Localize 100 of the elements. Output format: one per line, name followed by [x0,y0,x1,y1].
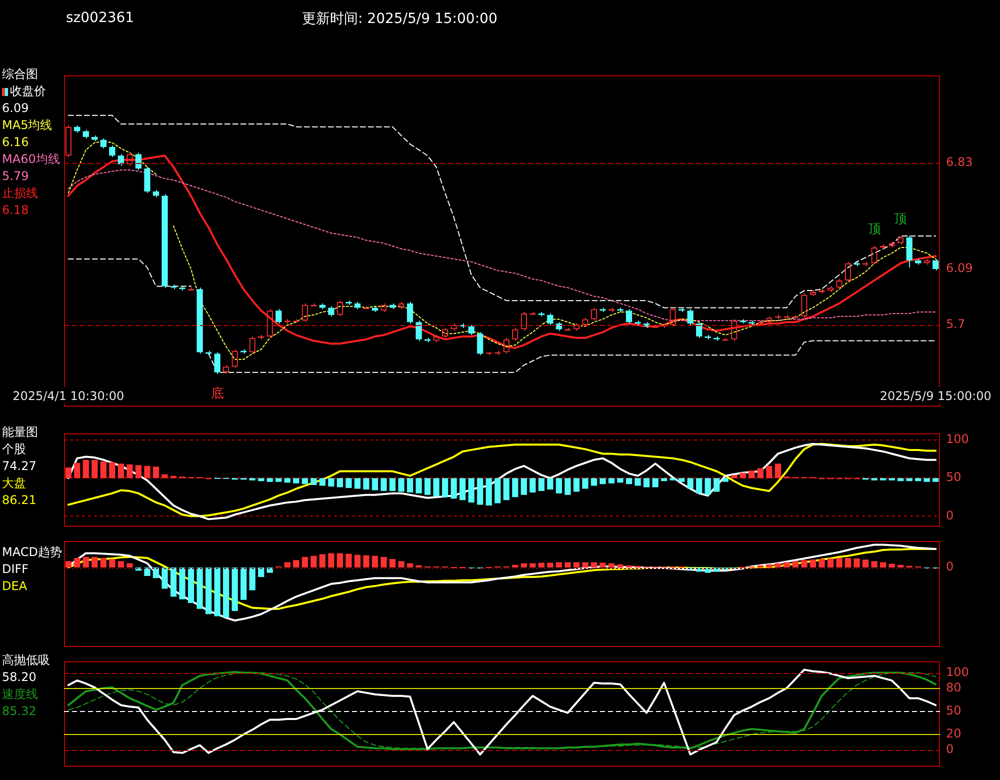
bar [748,470,755,478]
candlestick [748,320,755,326]
candlestick [240,348,247,354]
bar [152,466,160,478]
bar [704,478,711,495]
bar [880,562,886,568]
candlestick [74,124,80,134]
bar [906,478,912,482]
bar [547,562,554,568]
bar [170,568,177,597]
bar [310,556,317,568]
candlestick [152,190,160,198]
bar [179,568,186,600]
candlestick [477,332,484,356]
chart-title: 综合图 [2,66,39,83]
bar [450,478,457,499]
candlestick [617,307,624,313]
candlestick [600,307,606,313]
bar [564,478,571,495]
candlestick [704,334,711,340]
candlestick [556,322,562,332]
bar [714,478,720,492]
bar [888,564,895,568]
bar [582,562,588,568]
bar [442,478,448,498]
candlestick [346,300,352,306]
bar [784,562,790,568]
bar [302,556,308,568]
bar [406,563,414,568]
bar [757,468,764,478]
x-tick-label: 2025/4/1 10:30:00 [12,388,124,403]
bar [915,478,922,482]
candlestick [538,312,544,317]
bar [336,478,344,488]
bar [617,564,624,568]
y-tick-label: 20 [946,726,962,741]
y-tick-label: 0 [946,508,954,522]
bar [372,556,378,568]
bar [144,466,150,478]
bar [152,568,160,578]
bar [240,568,247,600]
bar [932,478,939,482]
bar [678,478,685,482]
y-tick-label: 50 [946,470,962,484]
line-series [68,114,936,308]
bar [82,460,89,478]
bar [652,478,658,488]
candlestick [932,258,939,271]
bar [416,478,422,494]
bar [774,563,782,568]
candlestick [162,194,168,288]
bar [249,568,256,590]
bar [530,478,536,493]
y-tick-label: 80 [946,680,962,694]
candlestick [714,336,720,342]
bar [109,462,116,478]
bar [898,564,904,568]
chart-title: 高抛低吸 [2,652,51,669]
bar [65,561,72,568]
bar [827,558,834,568]
line-series [68,169,936,322]
bar [118,561,124,568]
bar [600,478,606,484]
candlestick [416,320,422,342]
text: 速度线 [2,686,38,703]
bar [126,563,133,568]
bar [319,554,326,568]
bar [74,462,80,478]
bar [310,478,317,485]
candlestick [687,308,694,326]
bar [538,562,544,568]
bar [336,553,344,568]
bar [608,478,615,484]
bar [818,559,825,568]
bar [144,568,150,576]
bar [162,474,168,478]
bar [617,478,624,483]
text: 止损线 [2,185,38,202]
candlestick [906,235,912,268]
candlestick [170,284,177,290]
candlestick [328,306,334,317]
bar [302,478,308,484]
text: 6.16 [2,134,30,151]
text: 5.79 [2,168,30,185]
bar [380,478,387,492]
bar [512,478,518,498]
text: DEA [2,578,28,595]
bar [266,478,273,482]
annotation: 顶 [894,212,908,227]
bar [862,560,869,568]
bar [687,478,694,489]
bar [836,558,842,568]
bar [380,556,387,568]
candlestick [424,337,431,343]
bar [135,465,142,478]
bar [538,478,544,492]
bar [372,478,378,490]
bar [530,563,536,568]
bar [363,478,370,490]
bar [547,478,554,490]
